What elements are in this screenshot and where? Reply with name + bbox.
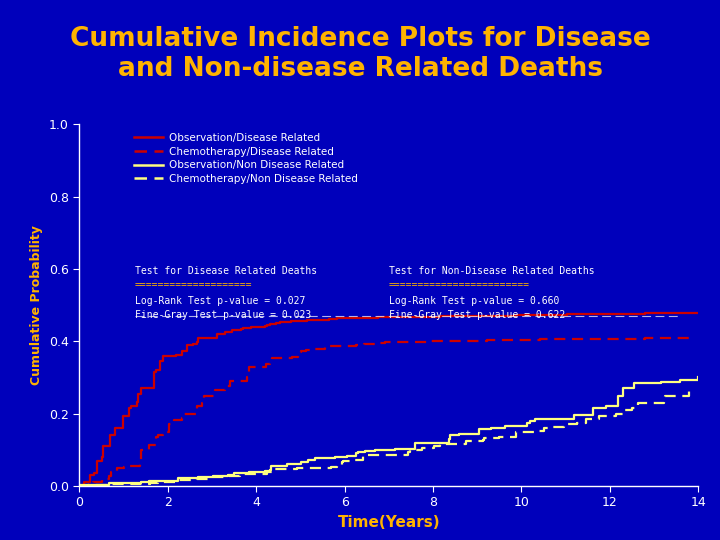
Text: ====================: ====================	[135, 280, 253, 290]
Legend: Observation/Disease Related, Chemotherapy/Disease Related, Observation/Non Disea: Observation/Disease Related, Chemotherap…	[134, 133, 359, 184]
Text: Log-Rank Test p-value = 0.660: Log-Rank Test p-value = 0.660	[389, 296, 559, 307]
Text: Test for Non-Disease Related Deaths: Test for Non-Disease Related Deaths	[389, 266, 595, 276]
Text: ========================: ========================	[389, 280, 530, 290]
Text: Test for Disease Related Deaths: Test for Disease Related Deaths	[135, 266, 317, 276]
Text: Fine-Gray Test p-value = 0.622: Fine-Gray Test p-value = 0.622	[389, 310, 565, 320]
Text: Log-Rank Test p-value = 0.027: Log-Rank Test p-value = 0.027	[135, 296, 305, 307]
Text: Cumulative Incidence Plots for Disease
and Non-disease Related Deaths: Cumulative Incidence Plots for Disease a…	[70, 26, 650, 82]
Y-axis label: Cumulative Probability: Cumulative Probability	[30, 225, 43, 385]
Text: Fine-Gray Test p-value = 0.023: Fine-Gray Test p-value = 0.023	[135, 310, 311, 320]
X-axis label: Time(Years): Time(Years)	[338, 515, 440, 530]
